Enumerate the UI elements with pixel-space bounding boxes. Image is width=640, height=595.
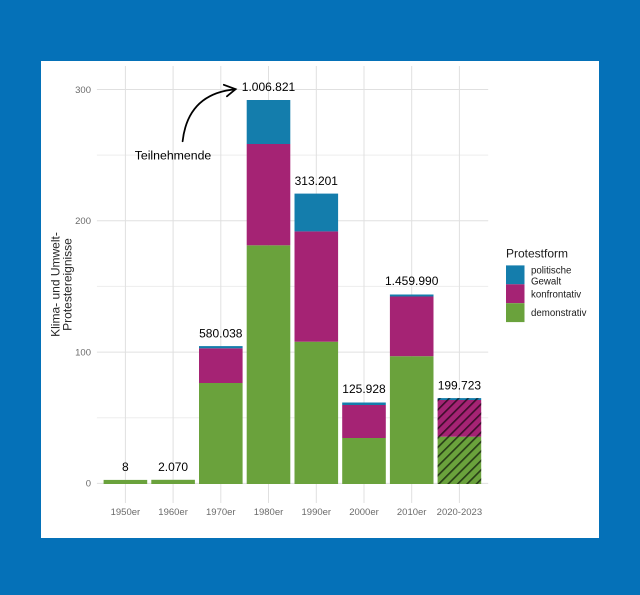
svg-text:8: 8 — [122, 460, 129, 474]
svg-text:313.201: 313.201 — [295, 174, 339, 188]
svg-text:0: 0 — [86, 479, 91, 490]
svg-text:Klima- und Umwelt-: Klima- und Umwelt- — [49, 232, 63, 337]
svg-text:2.070: 2.070 — [158, 460, 188, 474]
svg-text:2000er: 2000er — [349, 507, 379, 518]
svg-text:konfrontativ: konfrontativ — [531, 289, 581, 300]
svg-text:Protestereignisse: Protestereignisse — [61, 238, 75, 331]
svg-text:1990er: 1990er — [302, 507, 332, 518]
svg-text:demonstrativ: demonstrativ — [531, 308, 587, 319]
svg-text:300: 300 — [75, 85, 91, 96]
svg-text:199.723: 199.723 — [438, 379, 482, 393]
svg-text:2010er: 2010er — [397, 507, 427, 518]
svg-text:1980er: 1980er — [254, 507, 284, 518]
svg-text:1970er: 1970er — [206, 507, 236, 518]
svg-text:Protestform: Protestform — [506, 247, 568, 261]
svg-text:200: 200 — [75, 216, 91, 227]
svg-text:Gewalt: Gewalt — [531, 277, 561, 288]
svg-text:1960er: 1960er — [158, 507, 188, 518]
svg-text:politische: politische — [531, 266, 571, 277]
svg-text:Teilnehmende: Teilnehmende — [135, 149, 212, 163]
svg-text:1.006.821: 1.006.821 — [242, 80, 296, 94]
svg-text:125.928: 125.928 — [342, 382, 386, 396]
svg-text:580.038: 580.038 — [199, 326, 243, 340]
svg-text:2020-2023: 2020-2023 — [437, 507, 482, 518]
svg-text:1.459.990: 1.459.990 — [385, 274, 439, 288]
svg-text:1950er: 1950er — [111, 507, 141, 518]
svg-text:100: 100 — [75, 347, 91, 358]
